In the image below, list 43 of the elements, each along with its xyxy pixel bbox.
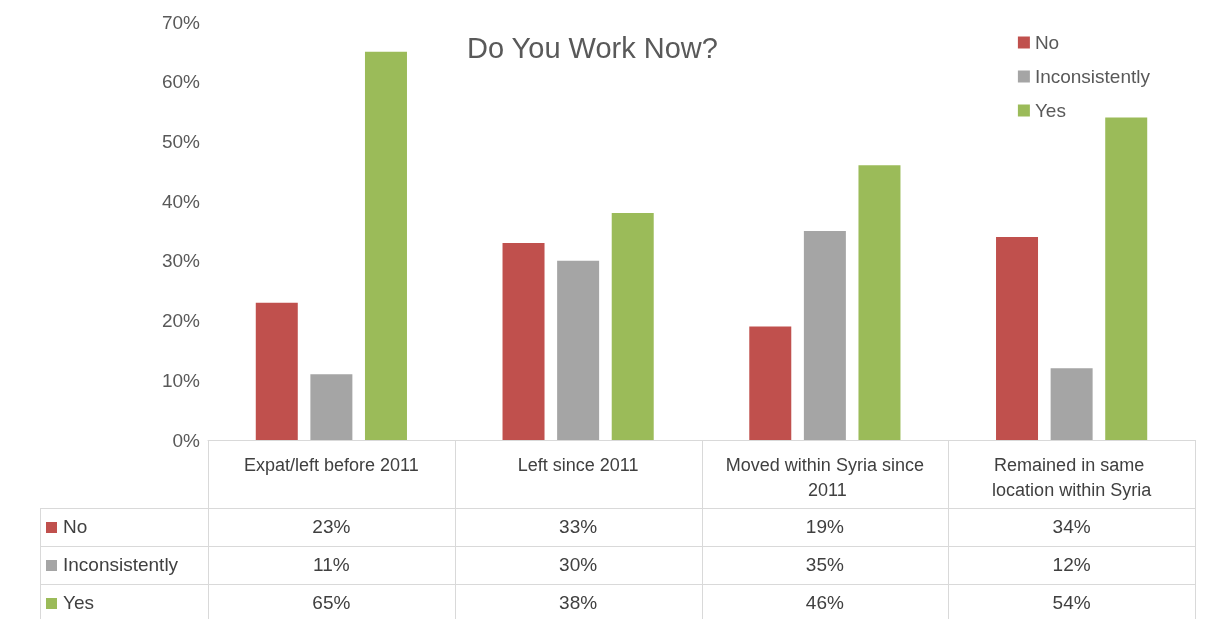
data-label: 12% [1051,553,1092,577]
y-tick-label: 60% [161,71,201,93]
bar [255,302,298,440]
data-label: 38% [558,591,599,615]
x-tick-label: Remained in same location within Syria [992,454,1153,500]
bar [996,236,1039,440]
x-tick-label: Moved within Syria since 2011 [725,454,924,500]
x-tick-label: Expat/left before 2011 [243,454,419,475]
bar [1105,117,1148,440]
legend-label: No [1034,32,1060,53]
data-label: 33% [558,515,599,539]
text: Yes [63,592,94,613]
data-label: 54% [1051,591,1092,615]
y-tick-label: 40% [161,190,201,212]
y-tick-label: 30% [161,250,201,272]
bar [557,260,600,440]
y-tick-label: 50% [161,130,201,152]
bar [749,326,792,440]
y-tick-label: 20% [161,310,201,332]
y-tick-label: 70% [161,11,201,33]
data-label: 34% [1051,515,1092,539]
data-label: 11% [312,553,351,577]
bar [858,165,901,440]
data-label: 65% [311,591,352,615]
text: No [63,516,88,537]
data-label: 23% [311,515,352,539]
bar [611,213,654,440]
y-tick-label: 10% [161,369,201,391]
bar [803,231,846,440]
text: Inconsistently [63,554,179,575]
y-tick-label: 0% [172,429,201,451]
bar [310,374,353,440]
data-label: 35% [804,553,845,577]
data-label: 19% [804,515,845,539]
chart-title: Do You Work Now? [467,31,718,64]
data-label: 46% [804,591,845,615]
bar [364,51,407,440]
legend-label: Inconsistently [1034,66,1151,87]
legend-label: Yes [1034,100,1066,121]
data-label: 30% [558,553,599,577]
x-tick-label: Left since 2011 [517,454,639,475]
bar [502,242,545,440]
bar [1050,368,1093,440]
